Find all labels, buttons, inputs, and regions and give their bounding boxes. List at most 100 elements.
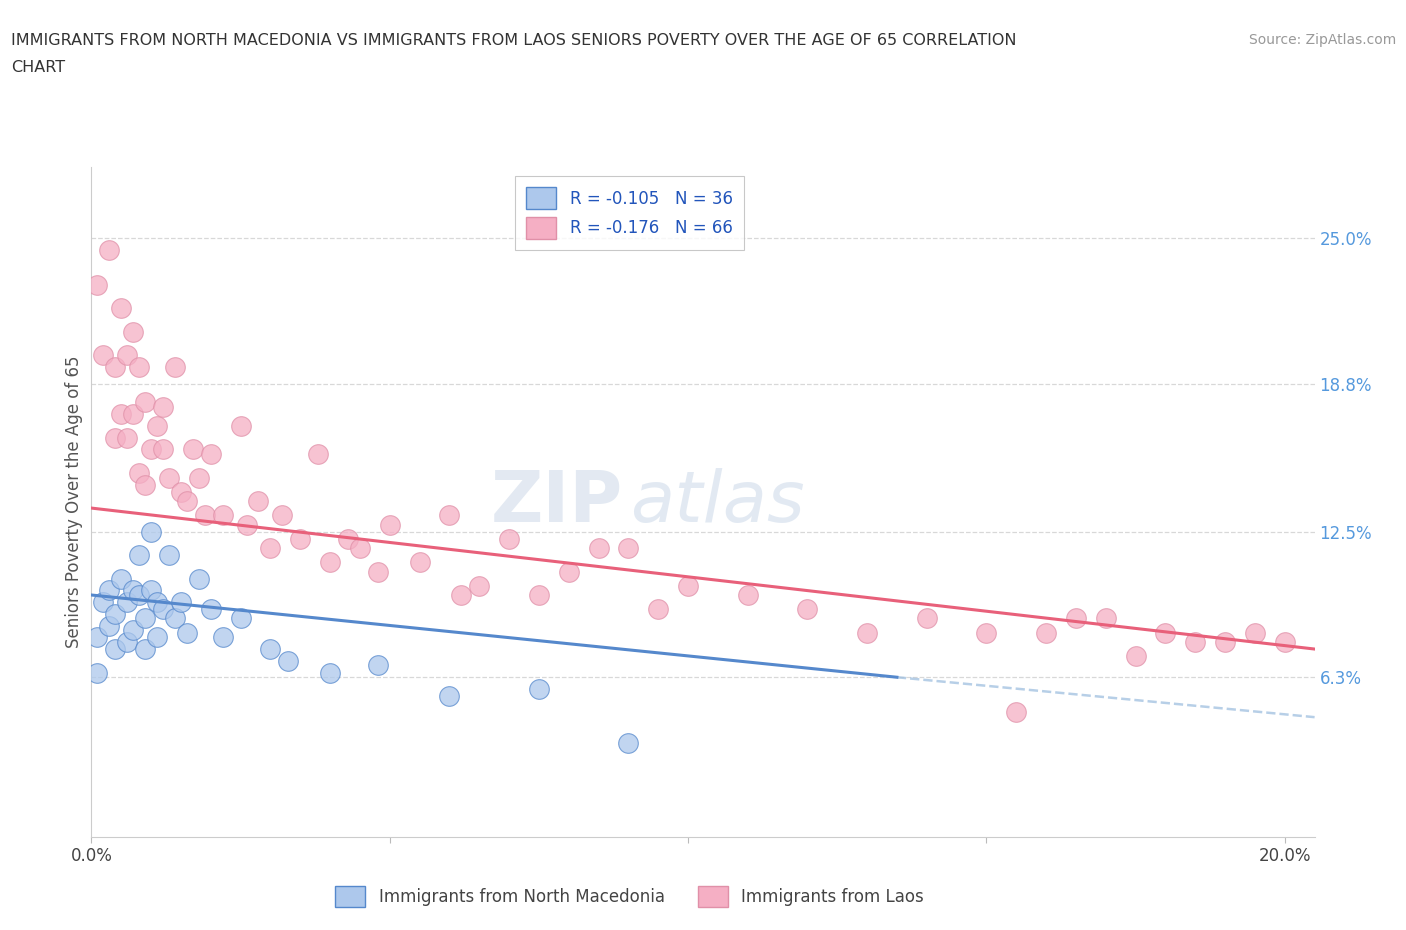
Point — [737, 588, 759, 603]
Text: IMMIGRANTS FROM NORTH MACEDONIA VS IMMIGRANTS FROM LAOS SENIORS POVERTY OVER THE: IMMIGRANTS FROM NORTH MACEDONIA VS IMMIG… — [11, 33, 1017, 47]
Point — [176, 625, 198, 640]
Point — [134, 395, 156, 410]
Point — [86, 630, 108, 644]
Point — [163, 360, 186, 375]
Point — [194, 508, 217, 523]
Point — [170, 485, 193, 499]
Point — [439, 508, 461, 523]
Point — [139, 583, 162, 598]
Point — [122, 623, 145, 638]
Point — [527, 588, 550, 603]
Point — [211, 508, 233, 523]
Point — [157, 470, 180, 485]
Point — [271, 508, 294, 523]
Point — [1184, 634, 1206, 649]
Point — [527, 682, 550, 697]
Point — [110, 571, 132, 586]
Point — [98, 242, 121, 257]
Point — [163, 611, 186, 626]
Point — [134, 611, 156, 626]
Point — [617, 540, 640, 555]
Point — [1094, 611, 1116, 626]
Point — [115, 594, 138, 609]
Legend: Immigrants from North Macedonia, Immigrants from Laos: Immigrants from North Macedonia, Immigra… — [328, 878, 932, 916]
Point — [367, 565, 389, 579]
Point — [115, 634, 138, 649]
Point — [378, 517, 401, 532]
Point — [1154, 625, 1177, 640]
Point — [367, 658, 389, 673]
Point — [187, 470, 209, 485]
Point — [98, 583, 121, 598]
Point — [146, 594, 169, 609]
Point — [122, 406, 145, 421]
Point — [98, 618, 121, 633]
Point — [152, 400, 174, 415]
Point — [319, 554, 342, 569]
Point — [134, 477, 156, 492]
Point — [647, 602, 669, 617]
Point — [170, 594, 193, 609]
Point — [187, 571, 209, 586]
Point — [104, 360, 127, 375]
Point — [235, 517, 257, 532]
Point — [307, 446, 329, 461]
Point — [319, 665, 342, 680]
Point — [110, 301, 132, 316]
Point — [976, 625, 998, 640]
Point — [176, 494, 198, 509]
Point — [128, 465, 150, 480]
Point — [91, 594, 114, 609]
Point — [86, 277, 108, 292]
Point — [157, 548, 180, 563]
Point — [211, 630, 233, 644]
Point — [1125, 648, 1147, 663]
Point — [146, 418, 169, 433]
Text: Source: ZipAtlas.com: Source: ZipAtlas.com — [1249, 33, 1396, 46]
Point — [450, 588, 472, 603]
Point — [86, 665, 108, 680]
Point — [128, 360, 150, 375]
Point — [617, 736, 640, 751]
Point — [1213, 634, 1236, 649]
Point — [152, 442, 174, 457]
Point — [104, 606, 127, 621]
Point — [200, 602, 222, 617]
Point — [915, 611, 938, 626]
Point — [856, 625, 879, 640]
Point — [1274, 634, 1296, 649]
Point — [247, 494, 270, 509]
Point — [122, 583, 145, 598]
Point — [146, 630, 169, 644]
Point — [115, 431, 138, 445]
Point — [134, 642, 156, 657]
Point — [152, 602, 174, 617]
Point — [259, 540, 281, 555]
Point — [290, 531, 312, 546]
Point — [128, 588, 150, 603]
Point — [676, 578, 699, 593]
Point — [468, 578, 491, 593]
Point — [498, 531, 520, 546]
Point — [277, 654, 299, 669]
Point — [181, 442, 204, 457]
Point — [91, 348, 114, 363]
Text: atlas: atlas — [630, 468, 804, 537]
Point — [1005, 705, 1028, 720]
Point — [115, 348, 138, 363]
Point — [259, 642, 281, 657]
Point — [139, 442, 162, 457]
Point — [408, 554, 430, 569]
Point — [200, 446, 222, 461]
Point — [796, 602, 818, 617]
Point — [1244, 625, 1267, 640]
Point — [588, 540, 610, 555]
Point — [104, 642, 127, 657]
Point — [1064, 611, 1087, 626]
Point — [122, 325, 145, 339]
Text: CHART: CHART — [11, 60, 65, 75]
Point — [229, 418, 252, 433]
Point — [110, 406, 132, 421]
Point — [336, 531, 359, 546]
Text: ZIP: ZIP — [491, 468, 623, 537]
